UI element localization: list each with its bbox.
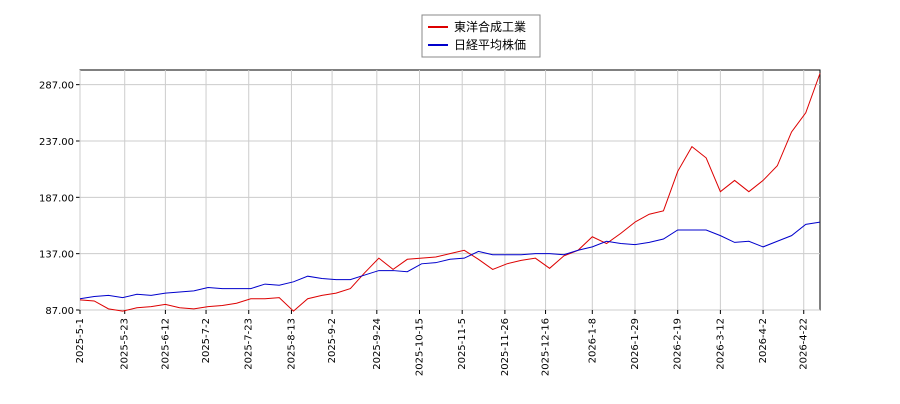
x-tick-label: 2025-12-16 — [541, 318, 552, 376]
legend-label: 日経平均株価 — [454, 37, 526, 52]
x-tick-label: 2025-11-5 — [457, 318, 468, 370]
x-tick-label: 2026-4-2 — [758, 318, 769, 363]
x-tick-label: 2025-6-12 — [160, 318, 171, 370]
y-tick-label: 287.00 — [39, 81, 74, 92]
x-tick-label: 2025-7-23 — [244, 318, 255, 370]
y-tick-label: 87.00 — [45, 306, 74, 317]
y-tick-label: 137.00 — [39, 250, 74, 261]
series-line — [79, 221, 821, 300]
x-tick-label: 2026-1-8 — [587, 318, 598, 363]
x-tick-label: 2025-10-15 — [415, 318, 426, 376]
x-tick-label: 2025-9-2 — [327, 318, 338, 363]
x-tick-label: 2026-3-12 — [715, 318, 726, 370]
x-tick-label: 2025-5-23 — [120, 318, 131, 370]
legend-label: 東洋合成工業 — [454, 19, 526, 34]
legend-box — [421, 14, 541, 58]
plot-frame — [79, 69, 821, 311]
x-tick-label: 2025-11-26 — [500, 318, 511, 376]
y-tick-label: 237.00 — [39, 137, 74, 148]
x-tick-label: 2025-8-13 — [286, 318, 297, 370]
y-tick-label: 187.00 — [39, 193, 74, 204]
x-tick-label: 2025-9-24 — [372, 318, 383, 370]
series-line — [79, 73, 821, 312]
x-tick-label: 2025-7-2 — [201, 318, 212, 363]
x-tick-label: 2025-5-1 — [75, 318, 86, 363]
x-tick-label: 2026-2-19 — [673, 318, 684, 370]
x-tick-label: 2026-1-29 — [630, 318, 641, 370]
x-tick-label: 2026-4-22 — [799, 318, 810, 370]
